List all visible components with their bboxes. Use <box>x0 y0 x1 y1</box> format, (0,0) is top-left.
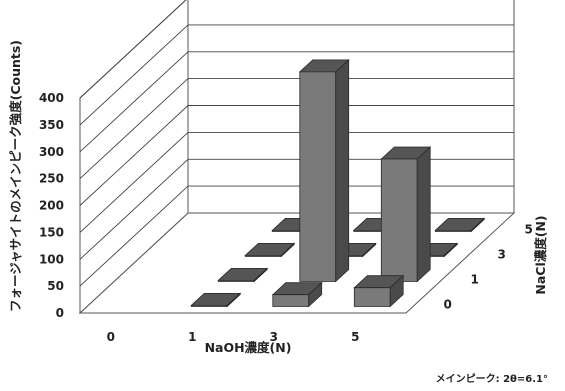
bar <box>434 217 486 233</box>
y-tick-label: 350 <box>39 118 64 132</box>
x-tick-label: 5 <box>351 330 359 344</box>
bar <box>353 274 405 308</box>
bar <box>298 58 350 283</box>
gridline <box>79 0 187 99</box>
y-tick-label: 0 <box>56 306 64 320</box>
y-tick-labels: 0 50 100 150 200 250 300 350 400 <box>39 91 64 320</box>
gridline <box>79 51 514 153</box>
bar <box>380 146 432 283</box>
gridline <box>79 131 514 233</box>
x-tick-label: 3 <box>270 330 278 344</box>
z-tick-label: 1 <box>471 273 479 287</box>
gridline <box>79 78 514 179</box>
bar <box>217 267 269 283</box>
bar <box>271 281 323 308</box>
y-tick-label: 250 <box>39 172 64 186</box>
y-tick-label: 50 <box>47 279 64 293</box>
gridline <box>79 24 514 126</box>
bar <box>244 242 296 258</box>
y-tick-label: 200 <box>39 199 64 213</box>
x-tick-label: 0 <box>107 330 115 344</box>
y-tick-label: 100 <box>39 252 64 266</box>
z-tick-labels: 0 1 3 5 <box>444 223 533 312</box>
bar <box>190 292 242 308</box>
z-tick-label: 5 <box>525 223 533 237</box>
x-tick-labels: 0 1 3 5 <box>107 330 360 344</box>
y-axis-label: フォージャサイトのメインピーク強度(Counts) <box>8 40 23 312</box>
annotation: メインピーク: 2θ=6.1° <box>436 373 548 385</box>
gridlines <box>79 0 514 287</box>
y-tick-label: 150 <box>39 225 64 239</box>
bars <box>190 58 486 308</box>
x-tick-label: 1 <box>188 330 196 344</box>
chart-walls <box>78 0 516 315</box>
gridline <box>79 105 514 206</box>
y-tick-label: 400 <box>39 91 64 105</box>
back-wall <box>187 0 515 214</box>
y-tick-label: 300 <box>39 145 64 159</box>
z-axis-label: NaCl濃度(N) <box>533 215 548 294</box>
z-tick-label: 0 <box>444 298 452 312</box>
x-axis-label: NaOH濃度(N) <box>205 340 292 355</box>
z-tick-label: 3 <box>498 248 506 262</box>
